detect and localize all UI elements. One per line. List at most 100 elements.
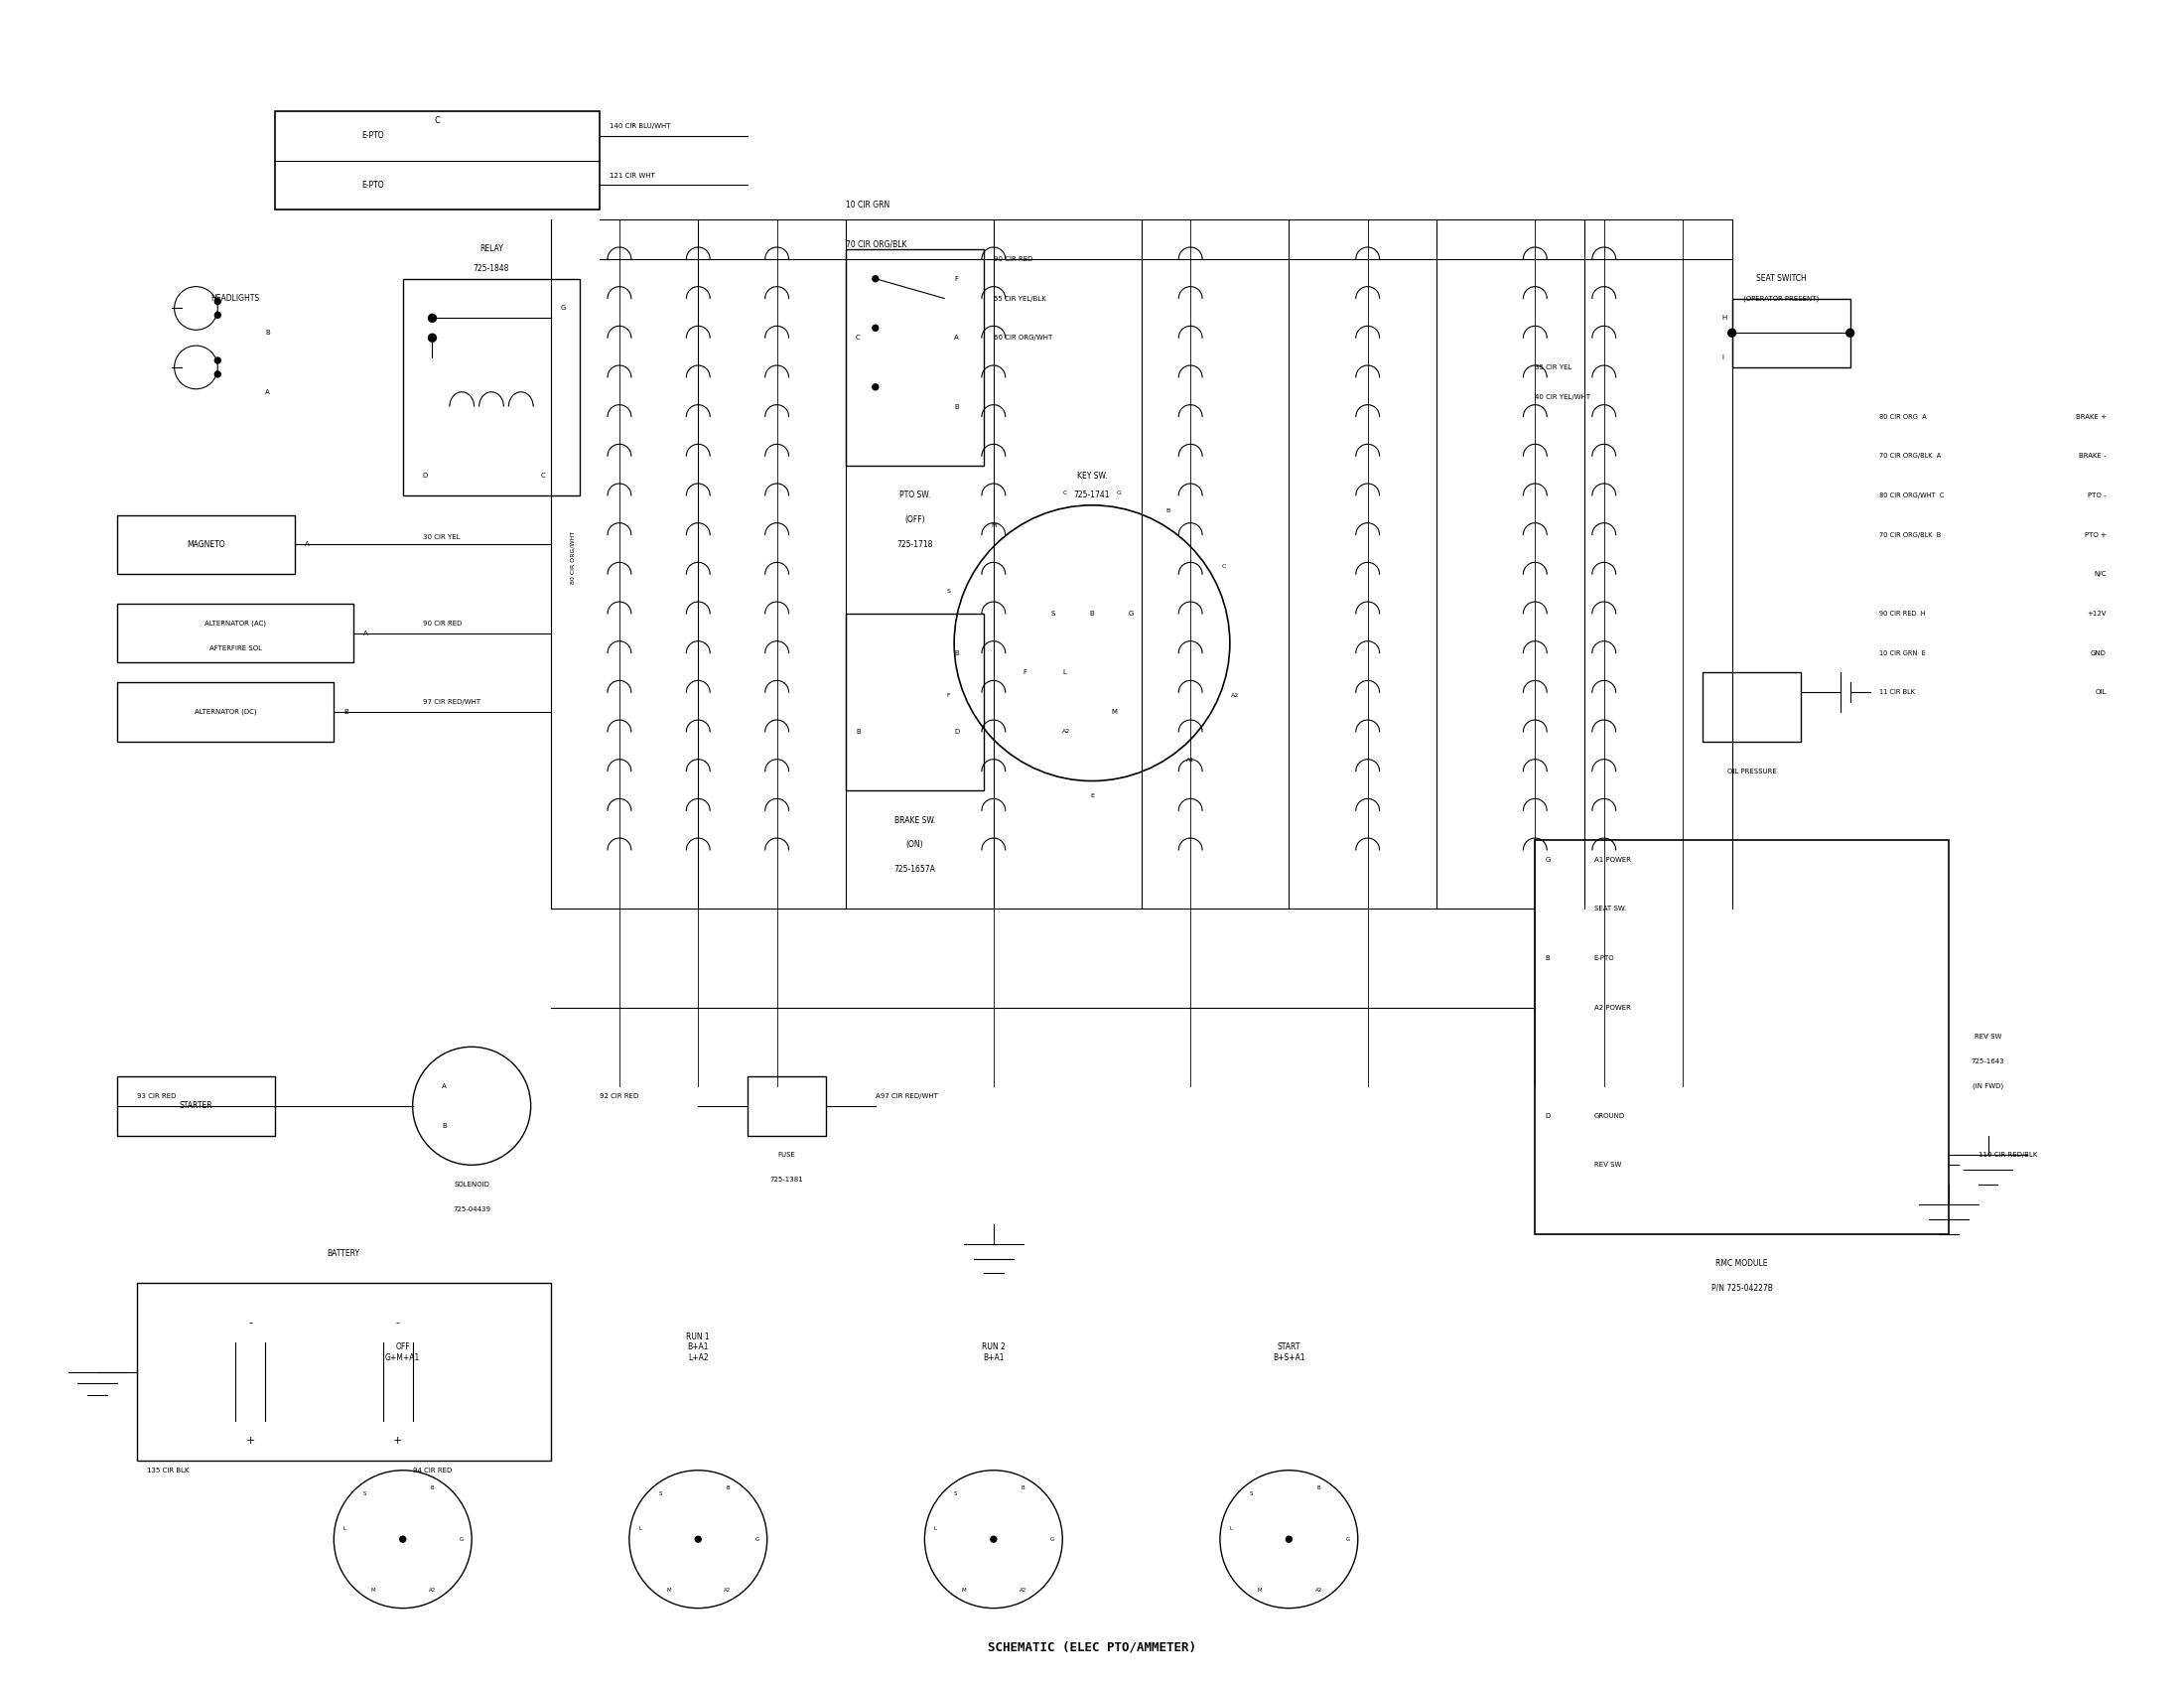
Text: E-PTO: E-PTO — [363, 131, 384, 140]
Text: C: C — [435, 116, 441, 126]
Text: 80 CIR ORG/WHT: 80 CIR ORG/WHT — [570, 530, 574, 584]
Text: S: S — [1051, 611, 1055, 616]
Circle shape — [1286, 1536, 1293, 1543]
Text: STARTER: STARTER — [179, 1101, 212, 1110]
Text: L: L — [343, 1526, 345, 1531]
Text: M: M — [666, 1588, 670, 1593]
Text: 80 CIR ORG/WHT  C: 80 CIR ORG/WHT C — [1880, 492, 1944, 498]
Text: SEAT SWITCH: SEAT SWITCH — [1756, 274, 1806, 283]
Text: B: B — [954, 404, 959, 409]
Text: A1 POWER: A1 POWER — [1594, 857, 1631, 862]
Text: OIL: OIL — [2094, 689, 2105, 695]
Text: F: F — [948, 692, 950, 697]
Text: AFTERFIRE SOL: AFTERFIRE SOL — [210, 645, 262, 652]
Text: 70 CIR ORG/BLK  A: 70 CIR ORG/BLK A — [1880, 453, 1942, 460]
Circle shape — [400, 1536, 406, 1543]
Circle shape — [1728, 328, 1736, 337]
Text: E-PTO: E-PTO — [1594, 955, 1614, 962]
Text: S: S — [946, 588, 950, 593]
Bar — [138, 1283, 550, 1460]
Text: 35 CIR YEL: 35 CIR YEL — [1535, 364, 1572, 370]
Bar — [1704, 672, 1802, 741]
Text: 10 CIR GRN  E: 10 CIR GRN E — [1880, 650, 1926, 655]
Text: SCHEMATIC (ELEC PTO/AMMETER): SCHEMATIC (ELEC PTO/AMMETER) — [987, 1642, 1197, 1654]
Text: SOLENOID: SOLENOID — [454, 1182, 489, 1187]
Text: A2: A2 — [428, 1588, 437, 1593]
Text: 97 CIR RED/WHT: 97 CIR RED/WHT — [422, 699, 480, 706]
Text: 90 CIR RED: 90 CIR RED — [422, 620, 461, 626]
Text: +: + — [245, 1436, 256, 1447]
Text: A: A — [954, 335, 959, 340]
Text: 90 CIR RED: 90 CIR RED — [994, 256, 1033, 263]
Text: S: S — [954, 1492, 957, 1497]
Text: 10 CIR GRN: 10 CIR GRN — [845, 200, 889, 209]
Text: S: S — [363, 1492, 367, 1497]
Text: 90 CIR RED  H: 90 CIR RED H — [1880, 611, 1926, 616]
Text: A2: A2 — [1232, 692, 1241, 697]
Text: P/N 725-04227B: P/N 725-04227B — [1710, 1283, 1773, 1293]
Text: 725-04439: 725-04439 — [452, 1206, 491, 1212]
Text: A1: A1 — [1186, 758, 1195, 763]
Text: G: G — [1345, 1537, 1350, 1543]
Text: OIL PRESSURE: OIL PRESSURE — [1728, 768, 1776, 775]
Text: C: C — [856, 335, 860, 340]
Text: RELAY: RELAY — [480, 244, 502, 254]
Text: H: H — [1723, 315, 1728, 322]
Text: BRAKE SW.: BRAKE SW. — [893, 815, 935, 825]
Text: 140 CIR BLU/WHT: 140 CIR BLU/WHT — [609, 123, 670, 130]
Text: B: B — [264, 330, 269, 335]
Text: G: G — [561, 305, 566, 312]
Text: START
B+S+A1: START B+S+A1 — [1273, 1342, 1306, 1362]
Text: FUSE: FUSE — [778, 1152, 795, 1159]
Text: B: B — [954, 650, 959, 655]
Text: REV SW: REV SW — [1594, 1162, 1621, 1169]
Text: B: B — [1166, 509, 1171, 514]
Circle shape — [428, 333, 437, 342]
Text: M: M — [1112, 709, 1118, 716]
Text: MAGNETO: MAGNETO — [186, 541, 225, 549]
Text: A: A — [441, 1083, 448, 1090]
Text: 725-1657A: 725-1657A — [893, 866, 935, 874]
Circle shape — [214, 298, 221, 305]
Text: L: L — [638, 1526, 642, 1531]
Circle shape — [214, 357, 221, 364]
Text: D: D — [422, 473, 428, 478]
Text: L: L — [1230, 1526, 1232, 1531]
Text: F: F — [1022, 670, 1026, 675]
Circle shape — [1845, 328, 1854, 337]
Bar — [845, 249, 983, 466]
Text: -: - — [249, 1317, 251, 1327]
Text: 55 CIR YEL/BLK: 55 CIR YEL/BLK — [994, 295, 1046, 301]
Bar — [118, 603, 354, 663]
Text: F: F — [954, 276, 959, 281]
Circle shape — [871, 276, 878, 281]
Text: B: B — [725, 1485, 729, 1490]
Text: PTO -: PTO - — [2088, 492, 2105, 498]
Text: SEAT SW.: SEAT SW. — [1594, 906, 1627, 913]
Text: B: B — [430, 1485, 435, 1490]
Text: A: A — [264, 389, 269, 396]
Text: 11 CIR BLK: 11 CIR BLK — [1880, 689, 1915, 695]
Text: GROUND: GROUND — [1594, 1113, 1625, 1118]
Text: 60 CIR ORG/WHT: 60 CIR ORG/WHT — [994, 335, 1053, 340]
Text: 30 CIR YEL: 30 CIR YEL — [422, 534, 459, 539]
Text: B: B — [1544, 955, 1551, 962]
Text: -: - — [395, 1317, 400, 1327]
Circle shape — [992, 1536, 996, 1543]
Text: G: G — [461, 1537, 463, 1543]
Text: 725-1718: 725-1718 — [898, 541, 933, 549]
Text: (IN FWD): (IN FWD) — [1972, 1083, 2003, 1090]
Text: N/C: N/C — [2094, 571, 2105, 578]
Text: S: S — [1249, 1492, 1254, 1497]
Text: ALTERNATOR (AC): ALTERNATOR (AC) — [205, 620, 266, 626]
Text: BRAKE -: BRAKE - — [2079, 453, 2105, 460]
Text: B: B — [1317, 1485, 1321, 1490]
Bar — [1535, 840, 1948, 1234]
Text: PTO SW.: PTO SW. — [900, 490, 930, 500]
Text: A: A — [363, 630, 369, 637]
Text: 94 CIR RED: 94 CIR RED — [413, 1467, 452, 1474]
Text: B: B — [1090, 611, 1094, 616]
Text: +: + — [393, 1436, 402, 1447]
Text: E: E — [1090, 793, 1094, 798]
Text: KEY SW.: KEY SW. — [1077, 472, 1107, 480]
